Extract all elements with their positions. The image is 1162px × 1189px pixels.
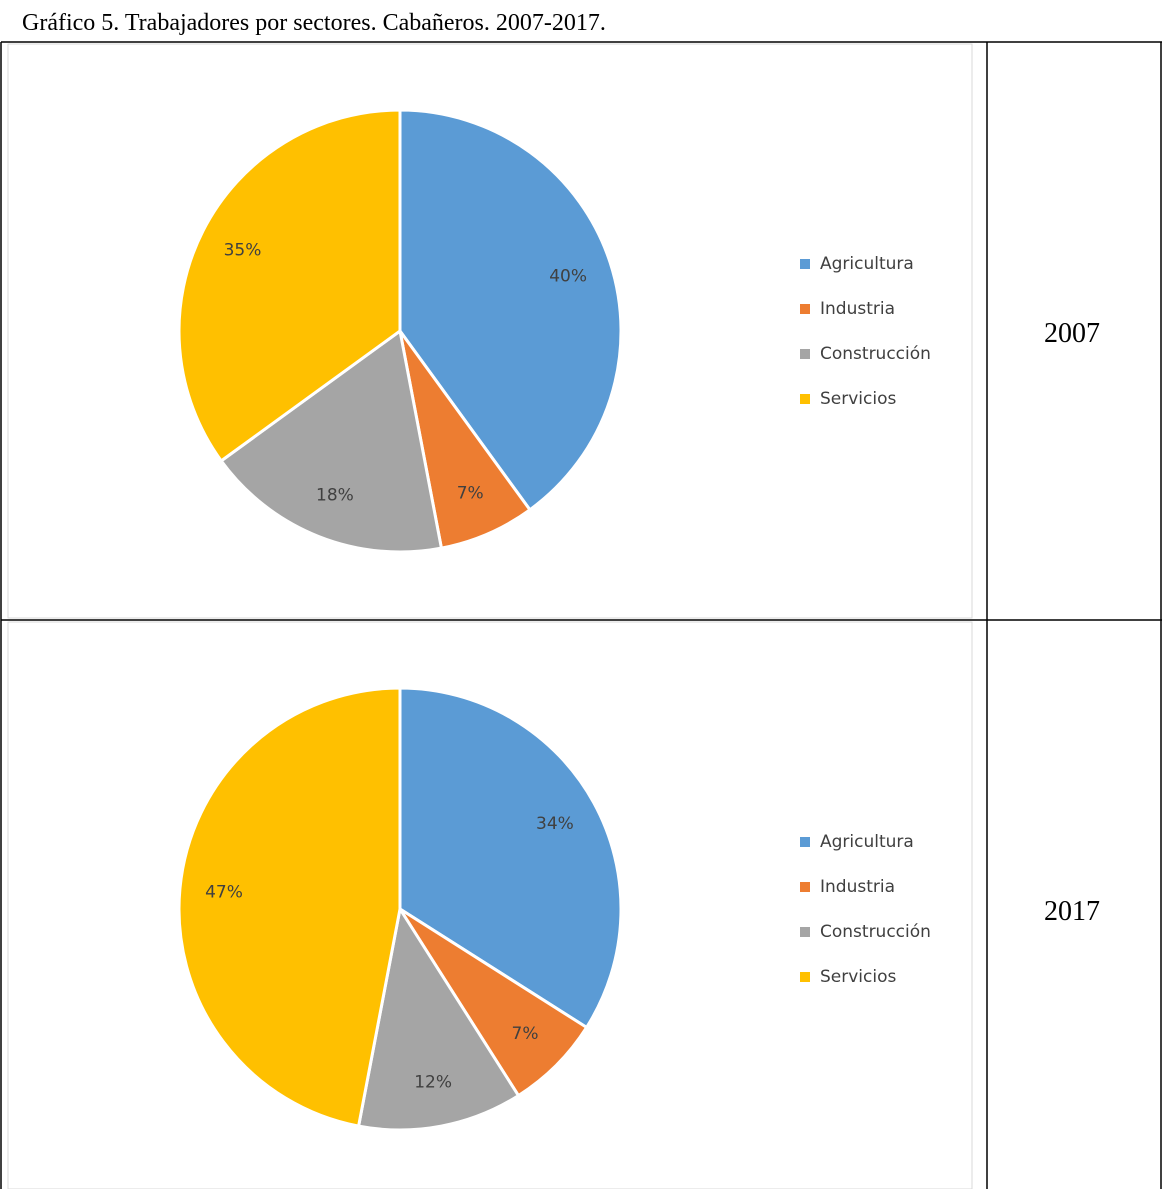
chart-frames bbox=[7, 43, 973, 1189]
data-label: 47% bbox=[205, 882, 243, 902]
legend-label: Industria bbox=[820, 877, 895, 897]
data-label: 7% bbox=[512, 1024, 539, 1044]
legend-label: Construcción bbox=[820, 922, 931, 942]
legend-marker bbox=[800, 304, 810, 314]
legend-marker bbox=[800, 972, 810, 982]
data-label: 7% bbox=[457, 483, 484, 503]
legend-marker bbox=[800, 837, 810, 847]
pie-slice bbox=[219, 328, 444, 554]
page-title: Gráfico 5. Trabajadores por sectores. Ca… bbox=[22, 10, 606, 36]
data-label: 35% bbox=[224, 241, 262, 261]
year-label: 2017 bbox=[1044, 896, 1100, 927]
legend-marker bbox=[800, 927, 810, 937]
legend-label: Servicios bbox=[820, 389, 896, 409]
legend-label: Industria bbox=[820, 299, 895, 319]
year-label: 2007 bbox=[1044, 318, 1100, 349]
legend-marker bbox=[800, 394, 810, 404]
pie-slice bbox=[356, 904, 521, 1132]
data-label: 40% bbox=[549, 266, 587, 286]
pie-slice bbox=[177, 686, 402, 1128]
table-lines bbox=[0, 41, 1162, 1189]
data-label: 34% bbox=[536, 814, 574, 834]
legend-label: Servicios bbox=[820, 967, 896, 987]
data-label: 12% bbox=[414, 1073, 452, 1093]
legend-label: Construcción bbox=[820, 344, 931, 364]
legend-label: Agricultura bbox=[820, 254, 914, 274]
pie-slice bbox=[177, 108, 402, 463]
legend-marker bbox=[800, 882, 810, 892]
data-label: 18% bbox=[316, 485, 354, 505]
pie-slice bbox=[398, 108, 623, 512]
legend-marker bbox=[800, 349, 810, 359]
legend-marker bbox=[800, 259, 810, 269]
legend-label: Agricultura bbox=[820, 832, 914, 852]
